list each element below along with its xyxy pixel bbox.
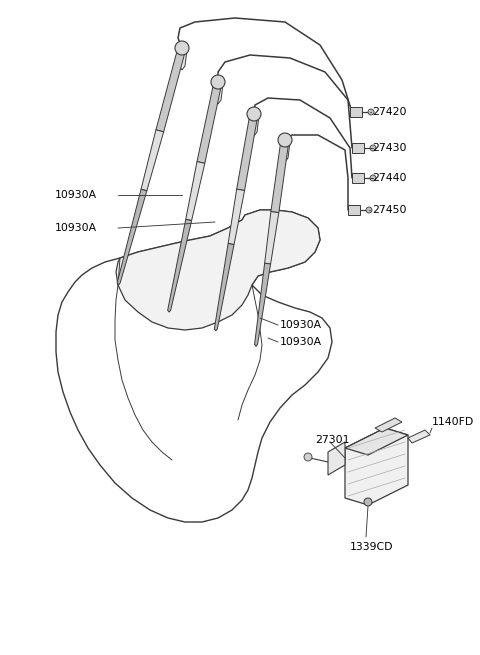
Text: 27440: 27440 [372,173,407,183]
Text: 27301: 27301 [315,435,349,445]
Text: 10930A: 10930A [280,337,322,347]
Text: 10930A: 10930A [55,223,97,233]
Polygon shape [345,428,408,455]
Polygon shape [56,210,332,522]
Circle shape [366,207,372,213]
Polygon shape [264,212,279,264]
Polygon shape [141,130,164,191]
Polygon shape [213,84,223,104]
Polygon shape [156,47,186,132]
Circle shape [370,145,376,151]
Text: 10930A: 10930A [280,320,322,330]
Polygon shape [116,210,320,330]
Polygon shape [254,263,271,346]
Polygon shape [177,50,187,70]
Circle shape [364,498,372,506]
Text: 27420: 27420 [372,107,407,117]
Polygon shape [117,189,147,285]
Circle shape [370,175,376,181]
Circle shape [211,75,225,89]
Bar [350,107,362,117]
Bar [352,173,364,183]
Circle shape [278,133,292,147]
Polygon shape [237,113,258,191]
Polygon shape [280,142,290,162]
Polygon shape [168,219,192,312]
Polygon shape [408,430,430,443]
Text: 1339CD: 1339CD [350,542,394,552]
Text: 1140FD: 1140FD [432,417,474,427]
Polygon shape [345,428,408,505]
Bar [352,143,364,153]
Polygon shape [271,140,289,213]
Circle shape [304,453,312,461]
Polygon shape [375,418,402,432]
Text: 10930A: 10930A [55,190,97,200]
Polygon shape [228,189,245,244]
Polygon shape [197,81,222,163]
Circle shape [175,41,189,55]
Circle shape [247,107,261,121]
Polygon shape [186,162,205,221]
Bar [348,205,360,215]
Polygon shape [328,442,345,475]
Polygon shape [214,244,234,331]
Text: 27430: 27430 [372,143,407,153]
Polygon shape [249,116,259,136]
Circle shape [368,109,374,115]
Text: 27450: 27450 [372,205,407,215]
